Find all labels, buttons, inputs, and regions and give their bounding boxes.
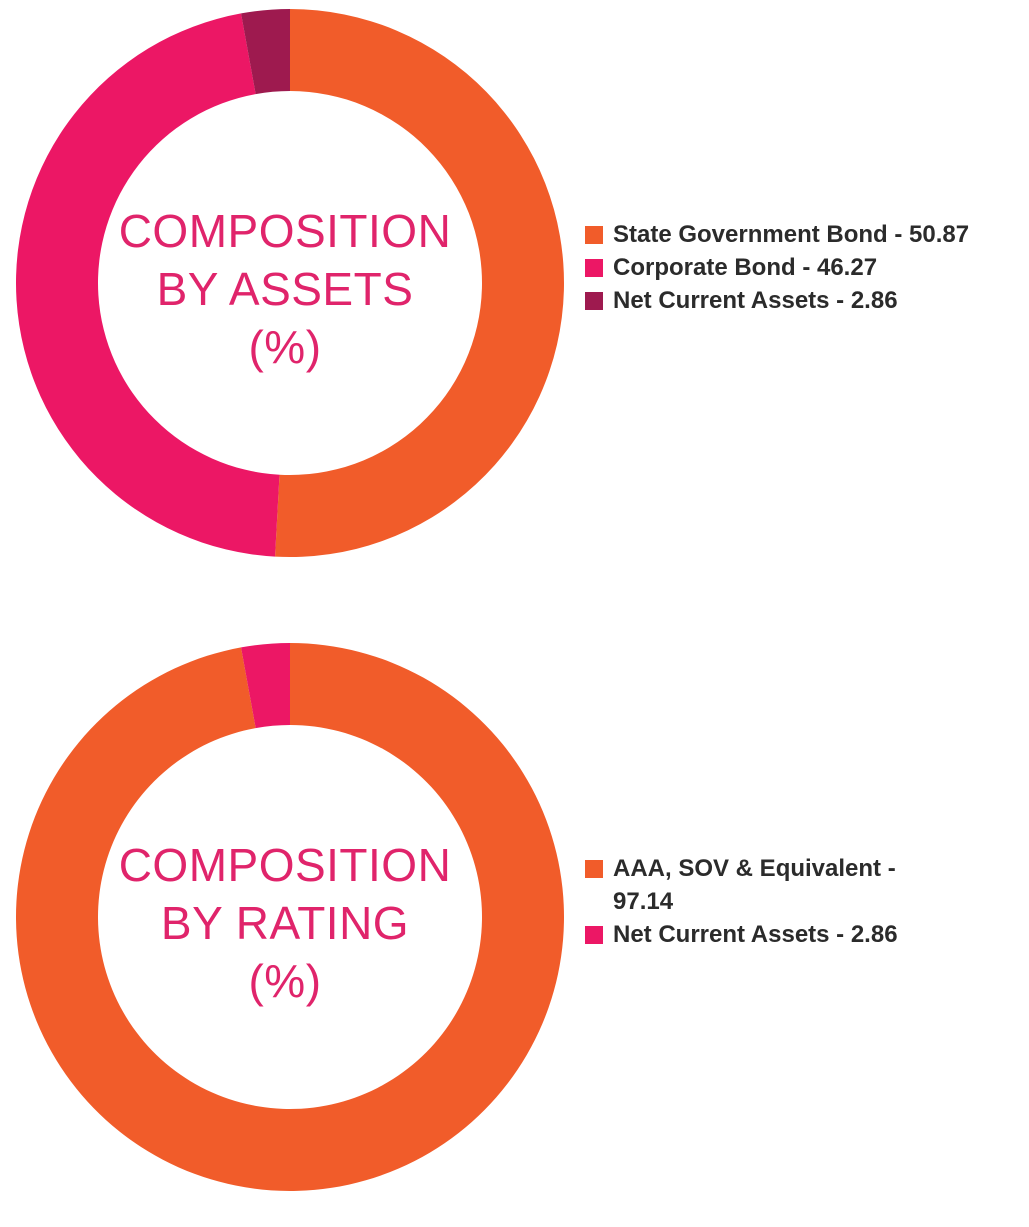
legend-item-aaa-sov-equivalent: AAA, SOV & Equivalent - 97.14 <box>585 852 953 918</box>
donut-slice-state-government-bond <box>275 9 564 557</box>
rating-center-label: COMPOSITION BY RATING (%) <box>93 738 477 1108</box>
legend-label: State Government Bond - 50.87 <box>613 221 970 248</box>
assets-center-label: COMPOSITION BY ASSETS (%) <box>93 104 477 474</box>
legend-item-state-government-bond: State Government Bond - 50.87 <box>585 218 1025 251</box>
legend-item-corporate-bond: Corporate Bond - 46.27 <box>585 251 1025 284</box>
rating-donut <box>15 643 565 1191</box>
assets-center-line-3: (%) <box>248 321 322 373</box>
assets-center-line-2: BY ASSETS <box>156 263 414 315</box>
legend-item-net-current-assets: Net Current Assets - 2.86 <box>585 284 1025 317</box>
legend-label: Net Current Assets - 2.86 <box>613 287 898 314</box>
legend-swatch-orange <box>585 226 603 244</box>
legend-swatch-orange <box>585 860 603 878</box>
donut-slice-corporate-bond <box>15 13 280 557</box>
donut-slice-net-current-assets <box>241 643 290 729</box>
legend-swatch-maroon <box>585 292 603 310</box>
rating-center-line-2: BY RATING <box>160 897 410 949</box>
donut-slice-net-current-assets <box>241 9 290 95</box>
legend-label: AAA, SOV & Equivalent - 97.14 <box>613 855 896 915</box>
assets-donut <box>15 9 564 557</box>
rating-center-line-3: (%) <box>248 955 322 1007</box>
rating-center-line-1: COMPOSITION <box>118 839 452 891</box>
assets-center-line-1: COMPOSITION <box>118 205 452 257</box>
composition-by-rating-chart: COMPOSITION BY RATING (%) AAA, SOV & Equ… <box>0 642 1029 1202</box>
legend-swatch-pink <box>585 926 603 944</box>
donut-slice-aaa-sov-equivalent <box>15 643 565 1191</box>
legend-label: Net Current Assets - 2.86 <box>613 921 898 948</box>
legend-label: Corporate Bond - 46.27 <box>613 254 878 281</box>
composition-by-assets-chart: COMPOSITION BY ASSETS (%) State Governme… <box>0 8 1029 568</box>
legend-swatch-pink <box>585 259 603 277</box>
legend-item-net-current-assets: Net Current Assets - 2.86 <box>585 918 1025 951</box>
assets-legend: State Government Bond - 50.87 Corporate … <box>585 218 1025 317</box>
rating-legend: AAA, SOV & Equivalent - 97.14 Net Curren… <box>585 852 1025 951</box>
